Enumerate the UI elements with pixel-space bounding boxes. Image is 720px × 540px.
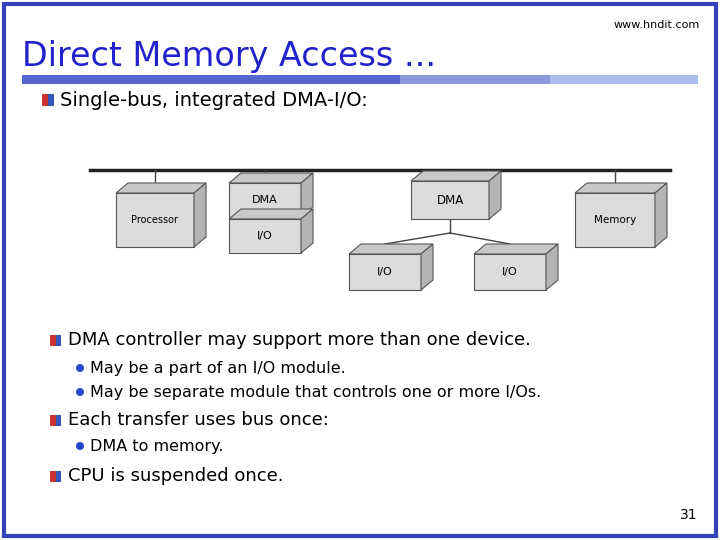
Text: Memory: Memory xyxy=(594,215,636,225)
Bar xyxy=(400,75,698,84)
Bar xyxy=(55,470,61,482)
Polygon shape xyxy=(349,244,433,254)
Polygon shape xyxy=(474,244,558,254)
Bar xyxy=(349,254,421,290)
Text: DMA: DMA xyxy=(436,193,464,206)
Bar xyxy=(229,183,301,217)
Circle shape xyxy=(76,364,84,372)
Bar xyxy=(550,75,698,84)
Text: 31: 31 xyxy=(680,508,698,522)
Polygon shape xyxy=(301,209,313,253)
Bar xyxy=(575,193,655,247)
Text: DMA to memory.: DMA to memory. xyxy=(90,438,223,454)
Circle shape xyxy=(76,388,84,396)
Polygon shape xyxy=(655,183,667,247)
Polygon shape xyxy=(229,173,313,183)
Bar xyxy=(116,193,194,247)
Polygon shape xyxy=(116,183,206,193)
Text: I/O: I/O xyxy=(377,267,393,277)
Polygon shape xyxy=(546,244,558,290)
Bar xyxy=(48,94,54,106)
FancyBboxPatch shape xyxy=(4,4,716,536)
Bar xyxy=(50,334,55,346)
Text: May be a part of an I/O module.: May be a part of an I/O module. xyxy=(90,361,346,375)
Text: CPU is suspended once.: CPU is suspended once. xyxy=(68,467,284,485)
Polygon shape xyxy=(411,171,501,181)
Text: Each transfer uses bus once:: Each transfer uses bus once: xyxy=(68,411,329,429)
Bar xyxy=(474,254,546,290)
Bar xyxy=(50,415,55,426)
Polygon shape xyxy=(489,171,501,219)
Text: I/O: I/O xyxy=(257,231,273,241)
Text: Direct Memory Access ...: Direct Memory Access ... xyxy=(22,40,436,73)
Bar xyxy=(55,334,61,346)
Polygon shape xyxy=(301,173,313,217)
Text: I/O: I/O xyxy=(502,267,518,277)
Text: www.hndit.com: www.hndit.com xyxy=(613,20,700,30)
Polygon shape xyxy=(229,209,313,219)
Bar xyxy=(22,75,698,84)
Bar xyxy=(50,470,55,482)
Circle shape xyxy=(76,442,84,450)
Text: DMA controller may support more than one device.: DMA controller may support more than one… xyxy=(68,331,531,349)
Bar xyxy=(42,94,48,106)
Text: Processor: Processor xyxy=(132,215,179,225)
Text: Single-bus, integrated DMA-I/O:: Single-bus, integrated DMA-I/O: xyxy=(60,91,368,110)
Bar xyxy=(229,219,301,253)
Text: DMA: DMA xyxy=(252,195,278,205)
Polygon shape xyxy=(575,183,667,193)
Bar xyxy=(411,181,489,219)
Polygon shape xyxy=(421,244,433,290)
Text: May be separate module that controls one or more I/Os.: May be separate module that controls one… xyxy=(90,384,541,400)
Polygon shape xyxy=(194,183,206,247)
Bar xyxy=(55,415,61,426)
